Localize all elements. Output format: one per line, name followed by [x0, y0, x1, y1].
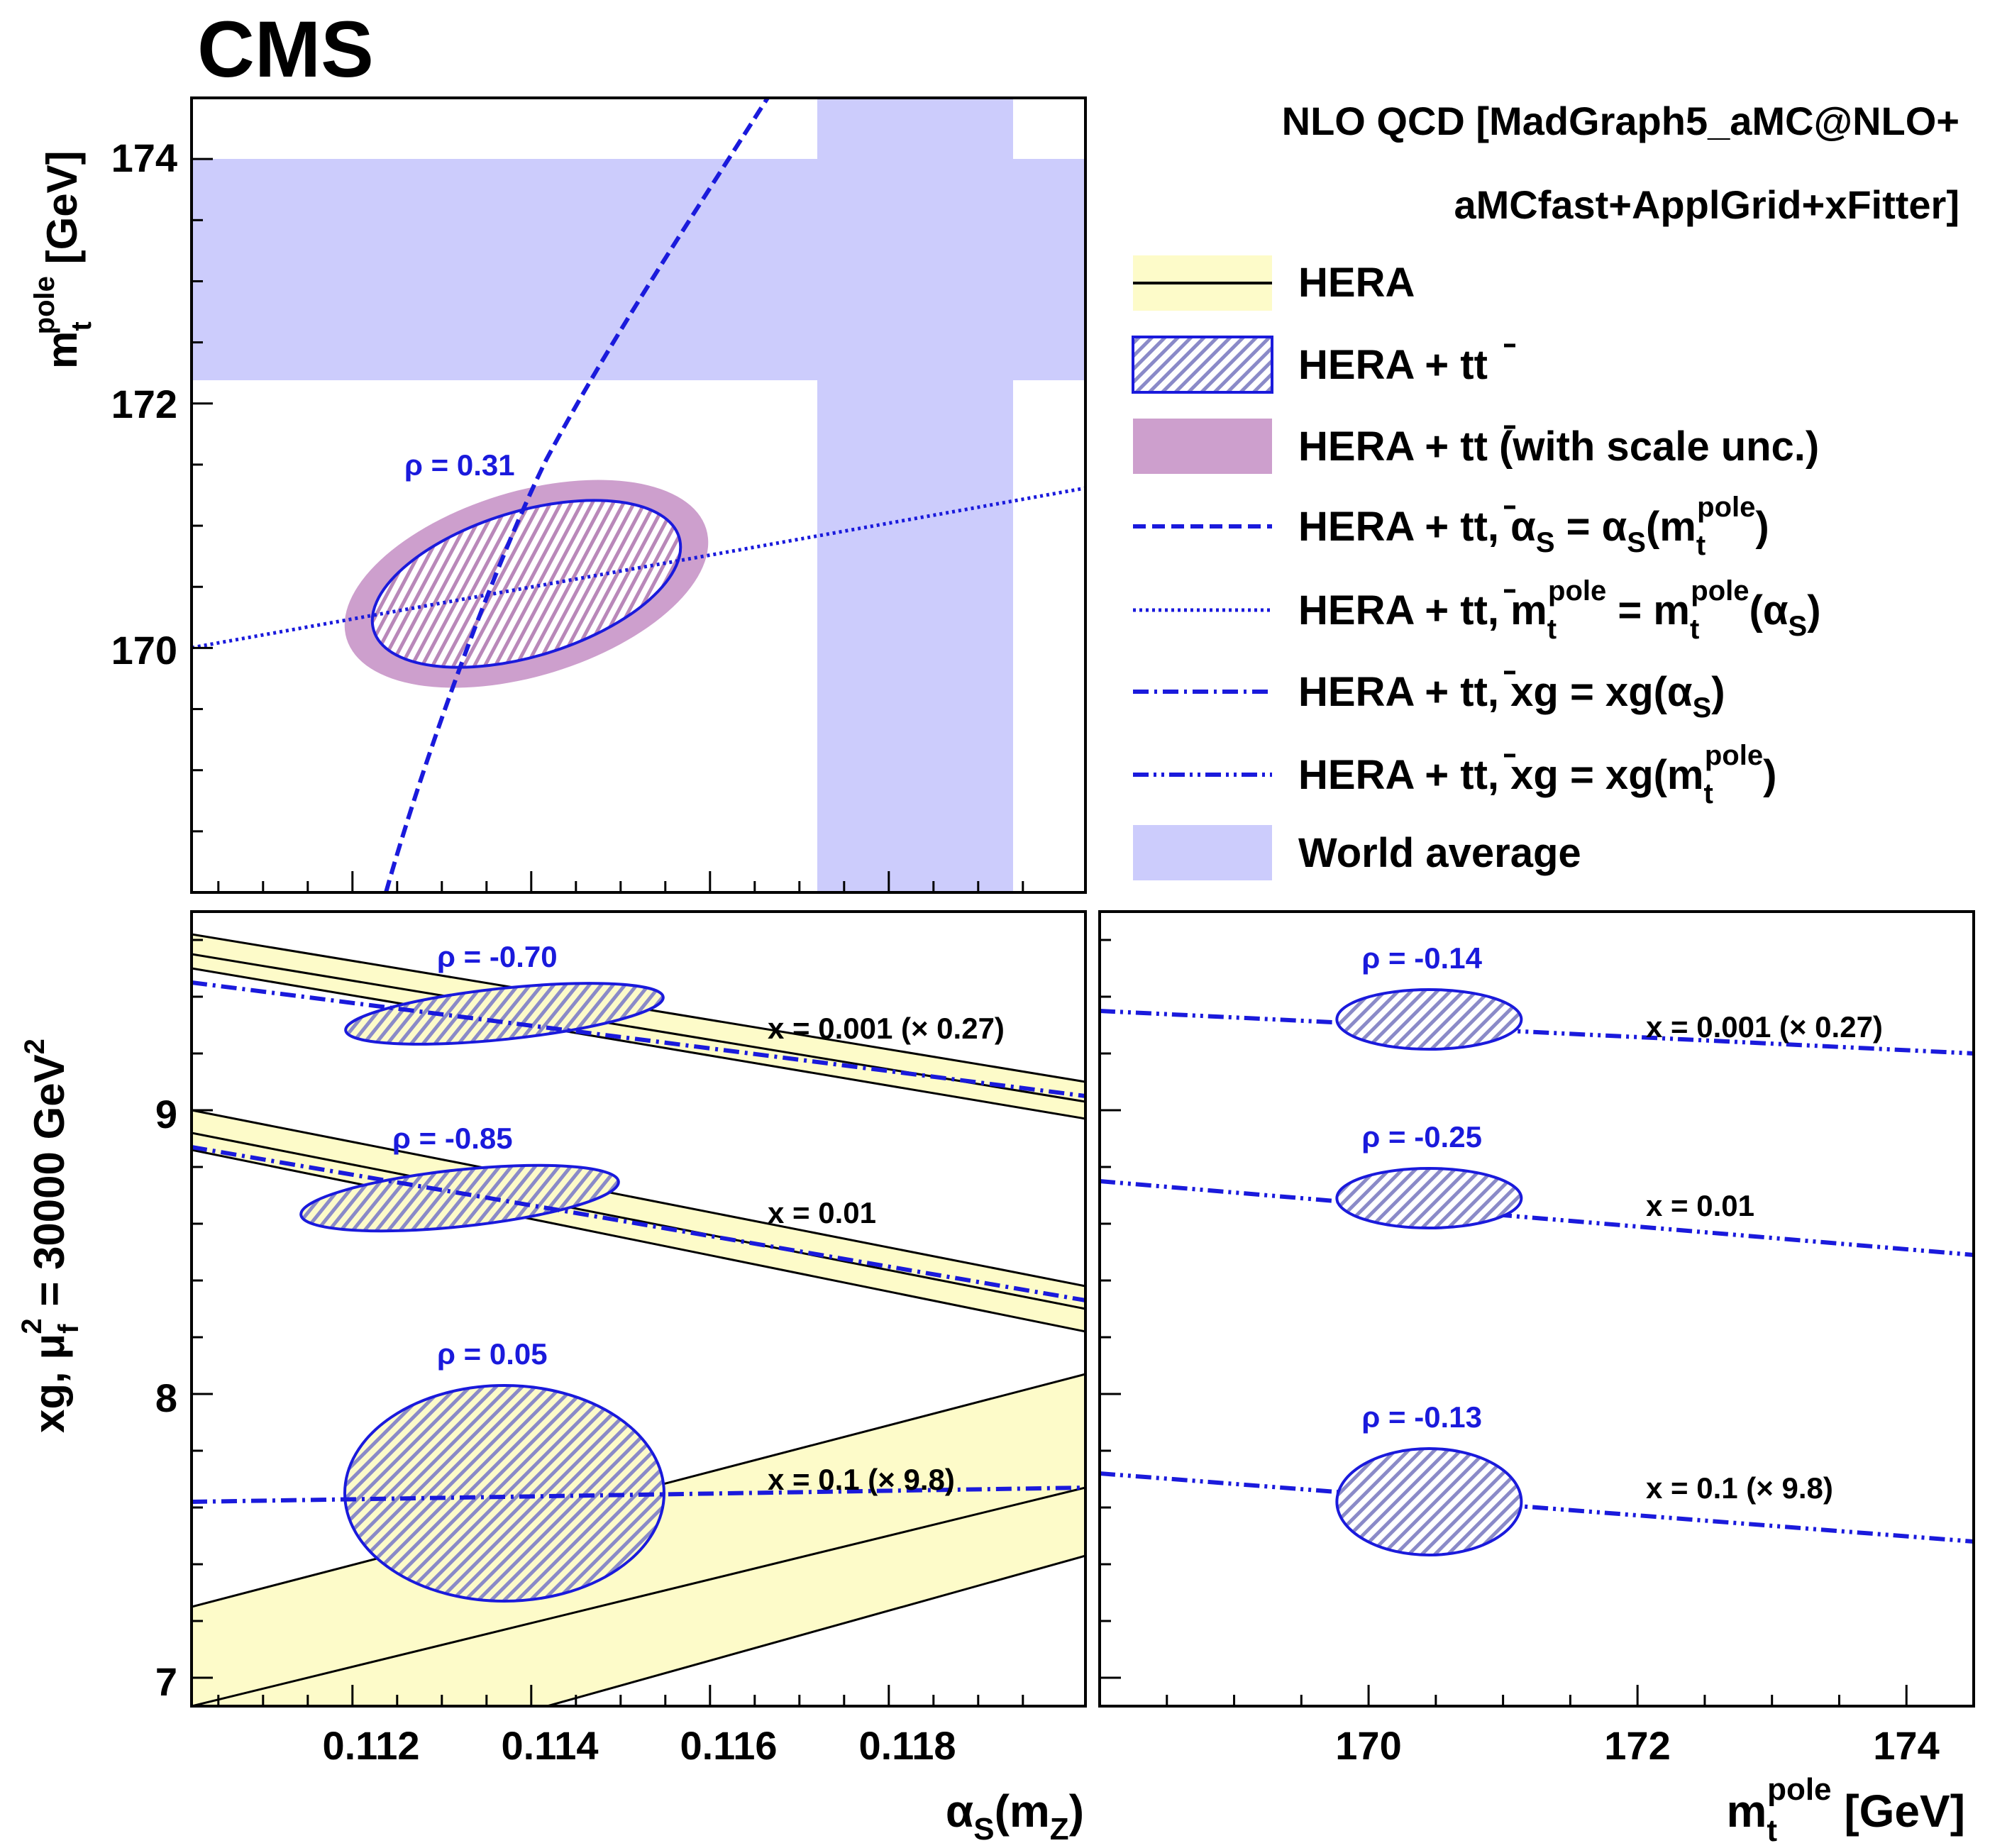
legend: NLO QCD [MadGraph5_aMC@NLO+ aMCfast+Appl… [1132, 99, 1959, 880]
hera-tt-ellipse [1335, 988, 1523, 1051]
ytick-8: 8 [155, 1376, 177, 1420]
xtick-0112: 0.112 [322, 1723, 419, 1768]
ytick-170: 170 [111, 628, 177, 673]
legend-swatch-world-average [1133, 825, 1272, 880]
hera-tt-ellipse [370, 499, 682, 669]
hera-band-line-central [192, 1486, 1085, 1706]
legend-label-scale-unc: HERA + tt (with scale unc.) [1298, 424, 1819, 470]
legend-header-line1: NLO QCD [MadGraph5_aMC@NLO+ [1282, 99, 1959, 143]
top-left-axis-ticks [192, 96, 1024, 892]
rho-annotation: ρ = -0.14 [1361, 941, 1482, 975]
hera-tt-ellipse [343, 1384, 665, 1603]
xg-of-mt-line [1100, 1009, 1974, 1056]
legend-swatch-scale-unc [1133, 419, 1272, 474]
rho-annotation: ρ = -0.13 [1361, 1400, 1482, 1434]
panel-alphas-vs-mt: ρ = 0.31 174 172 170 mtpole [GeV] [29, 96, 1087, 894]
xtick-172: 172 [1604, 1723, 1670, 1768]
xg-of-alphas-line [192, 980, 1085, 1098]
panel-xg-vs-alphas: 9 8 7 0.112 0.114 0.116 0.118 αS(mZ) xg,… [16, 910, 1087, 1847]
x-value-label: x = 0.01 [1646, 1189, 1754, 1222]
rho-annotation: ρ = -0.70 [437, 940, 558, 973]
xlabel-alphas: αS(mZ) [946, 1786, 1084, 1847]
xg-of-mt-line [1100, 1471, 1974, 1544]
x-value-label: x = 0.001 (× 0.27) [768, 1012, 1005, 1045]
hera-band [192, 934, 1085, 1119]
world-average-alphas-band [817, 98, 1013, 892]
rho-annotation-top: ρ = 0.31 [404, 448, 515, 482]
ylabel-mt-top: mtpole [GeV] [29, 150, 97, 369]
bottom-left-axis-ticks [192, 939, 1024, 1706]
xlabel-mt: mtpole [GeV] [1727, 1772, 1965, 1848]
hera-band-line-lower [192, 967, 1085, 1120]
x-value-label: x = 0.001 (× 0.27) [1646, 1010, 1883, 1044]
panel-xg-vs-mt: 170 172 174 mtpole [GeV] ρ = -0.14 x = 0.… [1098, 910, 1975, 1848]
legend-label-dashdot: HERA + tt, xg = xg(αS) [1298, 669, 1725, 724]
x-value-label: x = 0.01 [768, 1196, 876, 1229]
xtick-174: 174 [1873, 1723, 1939, 1768]
experiment-label: CMS [197, 5, 374, 94]
legend-swatch-hera-tt [1132, 336, 1273, 394]
xg-of-alphas-line [192, 1485, 1085, 1504]
legend-label-dashdotdot: HERA + tt, xg = xg(mtpole) [1298, 740, 1776, 809]
xtick-0116: 0.116 [680, 1723, 777, 1768]
xtick-170: 170 [1335, 1723, 1401, 1768]
ytick-174: 174 [111, 135, 177, 180]
hera-band-line-upper [192, 1109, 1085, 1288]
ytick-9: 9 [155, 1092, 177, 1136]
alphas-of-mt-curve [384, 98, 770, 892]
legend-label-dotted: HERA + tt, mtpole = mtpole(αS) [1298, 575, 1821, 645]
mt-of-alphas-line [192, 486, 1085, 650]
rho-annotation: ρ = -0.25 [1361, 1120, 1482, 1153]
hera-band-line-central [192, 1132, 1085, 1310]
legend-label-hera: HERA [1298, 260, 1415, 306]
legend-label-world-average: World average [1298, 830, 1581, 876]
legend-label-hera-tt: HERA + tt [1298, 342, 1488, 388]
x-value-label: x = 0.1 (× 9.8) [1646, 1471, 1833, 1505]
xtick-0118: 0.118 [858, 1723, 956, 1768]
rho-annotation: ρ = -0.85 [392, 1122, 513, 1155]
xtick-0114: 0.114 [501, 1723, 598, 1768]
hera-tt-ellipse [1335, 1167, 1523, 1229]
ytick-172: 172 [111, 382, 177, 426]
x-value-label: x = 0.1 (× 9.8) [768, 1463, 955, 1496]
hera-tt-ellipse [344, 982, 665, 1046]
hera-tt-ellipse [299, 1163, 620, 1233]
xg-of-mt-line [1100, 1179, 1974, 1257]
ylabel-xg: xg, μf2 = 30000 GeV2 [16, 1039, 84, 1433]
legend-label-dashed: HERA + tt, αS = αS(mtpole) [1298, 492, 1769, 561]
hera-band-line-lower [192, 1149, 1085, 1333]
ytick-7: 7 [155, 1659, 177, 1704]
bottom-right-axis-ticks [1100, 939, 1975, 1706]
legend-header-line2: aMCfast+ApplGrid+xFitter] [1454, 182, 1959, 227]
rho-annotation: ρ = 0.05 [437, 1337, 548, 1371]
hera-tt-ellipse [1335, 1447, 1523, 1556]
xg-of-alphas-line [192, 1145, 1085, 1302]
hera-band-line-lower [543, 1554, 1085, 1706]
